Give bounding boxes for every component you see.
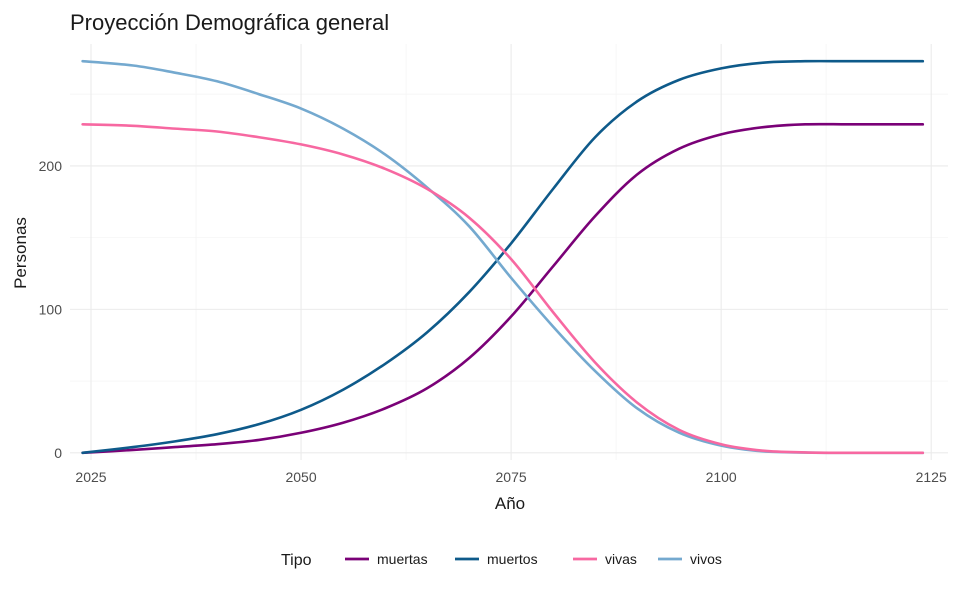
x-tick-label: 2100 (706, 469, 737, 485)
x-tick-label: 2050 (285, 469, 316, 485)
y-tick-label: 0 (54, 445, 62, 461)
legend-label-vivas: vivas (605, 551, 637, 567)
y-tick-label: 100 (39, 301, 63, 317)
x-tick-label: 2075 (496, 469, 527, 485)
y-axis-title: Personas (11, 217, 30, 289)
y-axis-ticks: 0 100 200 (39, 158, 63, 461)
chart-title: Proyección Demográfica general (70, 10, 389, 35)
x-tick-label: 2125 (916, 469, 947, 485)
series-line-muertas (81, 122, 925, 455)
legend-label-muertas: muertas (377, 551, 428, 567)
legend-label-vivos: vivos (690, 551, 722, 567)
y-tick-label: 200 (39, 158, 63, 174)
x-axis-title: Año (495, 494, 525, 513)
x-tick-label: 2025 (75, 469, 106, 485)
legend: Tipo muertas muertos vivas vivos (281, 551, 722, 569)
x-axis-ticks: 2025 2050 2075 2100 2125 (75, 469, 947, 485)
series-line-vivos (81, 59, 925, 455)
series-lines (81, 59, 925, 455)
series-line-vivas (81, 123, 925, 455)
series-line-muertos (81, 59, 925, 455)
legend-title: Tipo (281, 552, 312, 569)
grid (70, 44, 948, 460)
legend-label-muertos: muertos (487, 551, 538, 567)
